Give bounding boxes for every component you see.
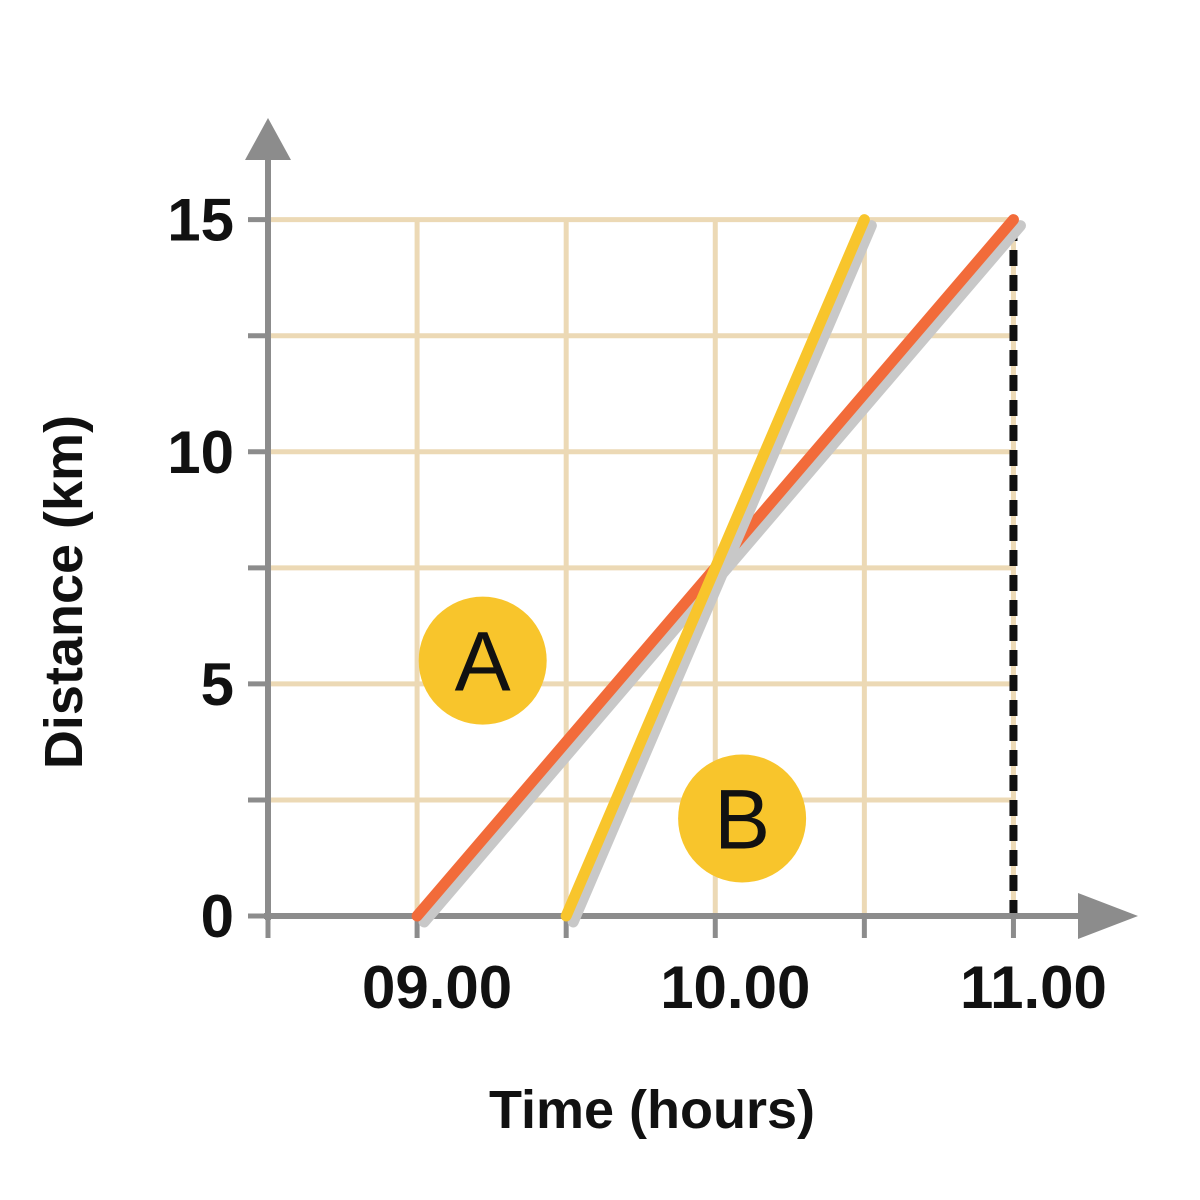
x-tick-label-1: 10.00 xyxy=(660,954,810,1021)
series-label-A: A xyxy=(455,615,511,709)
axes xyxy=(245,118,1138,939)
y-axis-title: Distance (km) xyxy=(34,415,94,769)
series: AB xyxy=(411,214,1026,928)
tick-marks xyxy=(248,217,1016,938)
grid xyxy=(268,217,1016,916)
series-label-B: B xyxy=(714,773,770,867)
series-badge-A xyxy=(418,596,547,725)
x-tick-label-2: 11.00 xyxy=(960,954,1107,1021)
x-tick-label-0: 09.00 xyxy=(362,954,512,1021)
y-tick-label-0: 0 xyxy=(201,883,234,950)
y-tick-label-1: 5 xyxy=(201,651,234,718)
y-axis-arrow-icon xyxy=(245,118,291,160)
series-badge-B xyxy=(678,754,807,883)
series-shadow-B xyxy=(567,220,877,928)
y-tick-label-2: 10 xyxy=(167,419,234,486)
series-line-B xyxy=(560,214,870,922)
y-tick-label-3: 15 xyxy=(167,187,234,254)
tick-labels: 09.00 10.00 11.00 0 5 10 15 xyxy=(167,187,1107,1021)
x-axis-arrow-icon xyxy=(1078,893,1138,939)
x-axis-title: Time (hours) xyxy=(489,1080,815,1140)
